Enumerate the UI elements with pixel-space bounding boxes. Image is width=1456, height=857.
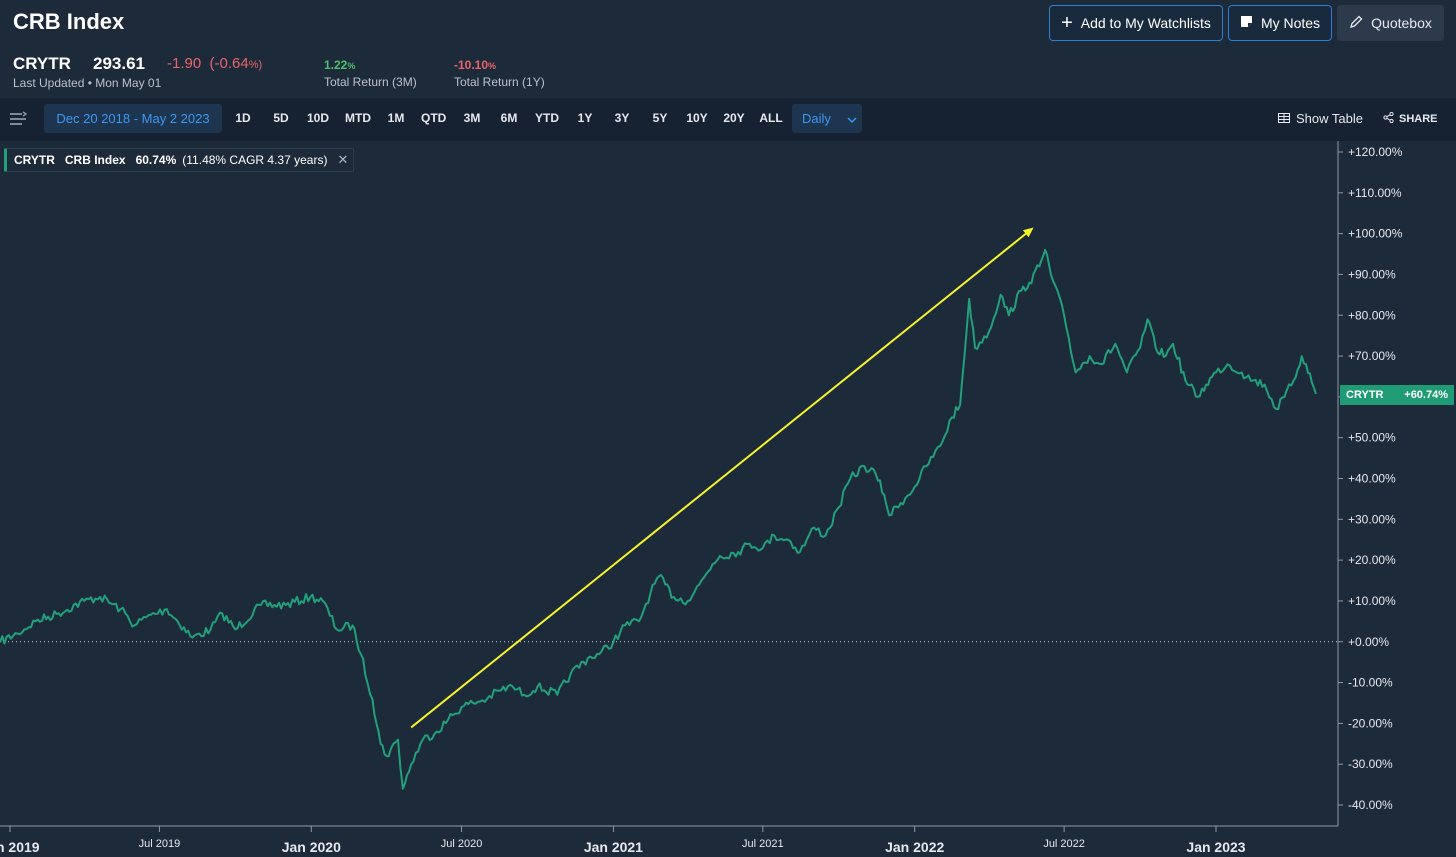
share-button[interactable]: SHARE bbox=[1383, 111, 1438, 126]
x-tick-label: Jan 2019 bbox=[0, 839, 40, 855]
quotebox-label: Quotebox bbox=[1371, 15, 1432, 31]
y-tick-label: +110.00% bbox=[1348, 186, 1402, 200]
y-tick-label: +0.00% bbox=[1348, 635, 1389, 649]
period-button-1y[interactable]: 1Y bbox=[577, 111, 593, 125]
x-tick-label: Jan 2022 bbox=[885, 839, 944, 855]
share-icon bbox=[1383, 111, 1394, 126]
x-tick-label: Jul 2021 bbox=[742, 838, 784, 850]
return-1y-value: -10.10% bbox=[454, 58, 496, 72]
notes-label: My Notes bbox=[1260, 15, 1321, 31]
period-button-10y[interactable]: 10Y bbox=[686, 111, 708, 125]
period-button-5d[interactable]: 5D bbox=[273, 111, 289, 125]
x-tick-label: Jan 2020 bbox=[282, 839, 341, 855]
y-tick-label: +50.00% bbox=[1348, 431, 1396, 445]
y-tick-label: -30.00% bbox=[1348, 757, 1393, 771]
y-tick-label: +10.00% bbox=[1348, 594, 1396, 608]
y-tick-label: -20.00% bbox=[1348, 716, 1393, 730]
y-tick-label: +20.00% bbox=[1348, 553, 1396, 567]
chevron-down-icon bbox=[847, 111, 857, 126]
legend-return: 60.74% bbox=[135, 153, 177, 167]
table-icon bbox=[1278, 111, 1290, 126]
symbol: CRYTR bbox=[13, 54, 71, 73]
period-button-1d[interactable]: 1D bbox=[235, 111, 251, 125]
return-3m-label: Total Return (3M) bbox=[324, 75, 417, 89]
return-3m-number: 1.22 bbox=[324, 58, 348, 72]
plus-icon: + bbox=[1061, 12, 1073, 34]
y-tick-label: +90.00% bbox=[1348, 267, 1396, 281]
tag-symbol: CRYTR bbox=[1346, 389, 1384, 401]
legend-name: CRB Index bbox=[64, 153, 126, 167]
y-tick-label: +120.00% bbox=[1348, 145, 1403, 159]
date-range-picker[interactable]: Dec 20 2018 - May 2 2023 bbox=[44, 104, 222, 133]
period-button-20y[interactable]: 20Y bbox=[723, 111, 745, 125]
interval-label: Daily bbox=[802, 111, 831, 126]
return-1y-label: Total Return (1Y) bbox=[454, 75, 545, 89]
x-tick-label: Jul 2020 bbox=[441, 838, 483, 850]
return-3m-pct: % bbox=[347, 61, 356, 71]
share-label: SHARE bbox=[1399, 113, 1438, 125]
show-table-label: Show Table bbox=[1296, 111, 1363, 126]
pencil-icon bbox=[1349, 15, 1363, 32]
series-legend: CRYTR CRB Index 60.74% (11.48% CAGR 4.37… bbox=[4, 148, 354, 172]
y-tick-label: +70.00% bbox=[1348, 349, 1396, 363]
y-tick-label: +40.00% bbox=[1348, 472, 1396, 486]
show-table-button[interactable]: Show Table bbox=[1278, 111, 1363, 126]
last-updated: Last Updated • Mon May 01 bbox=[13, 76, 162, 90]
note-icon bbox=[1240, 15, 1253, 31]
price: 293.61 bbox=[93, 54, 145, 73]
header: CRB Index + Add to My Watchlists My Note… bbox=[0, 0, 1456, 98]
x-tick-label: Jan 2023 bbox=[1186, 839, 1245, 855]
interval-dropdown[interactable]: Daily bbox=[792, 104, 862, 133]
trend-arrow-line bbox=[410, 232, 1027, 729]
return-3m-value: 1.22% bbox=[324, 58, 355, 72]
change-value: -1.90 bbox=[167, 55, 202, 72]
y-tick-label: +80.00% bbox=[1348, 308, 1396, 322]
legend-symbol: CRYTR bbox=[14, 153, 55, 167]
page-title: CRB Index bbox=[13, 9, 125, 34]
change-percent-suffix: %) bbox=[248, 59, 263, 71]
period-button-1m[interactable]: 1M bbox=[387, 111, 405, 125]
x-tick-label: Jul 2022 bbox=[1043, 838, 1085, 850]
period-button-ytd[interactable]: YTD bbox=[535, 111, 559, 125]
legend-cagr: (11.48% CAGR 4.37 years) bbox=[182, 153, 328, 167]
y-tick-label: +100.00% bbox=[1348, 227, 1403, 241]
period-button-6m[interactable]: 6M bbox=[500, 111, 518, 125]
x-tick-label: Jul 2019 bbox=[139, 838, 181, 850]
chart-toolbar: Dec 20 2018 - May 2 2023 1D 5D 10D MTD 1M QTD… bbox=[0, 98, 1456, 141]
period-button-5y[interactable]: 5Y bbox=[652, 111, 668, 125]
period-button-3m[interactable]: 3M bbox=[463, 111, 481, 125]
y-tick-label: -10.00% bbox=[1348, 676, 1393, 690]
watchlist-label: Add to My Watchlists bbox=[1080, 15, 1211, 31]
period-button-mtd[interactable]: MTD bbox=[345, 111, 371, 125]
return-1y-pct: % bbox=[488, 61, 497, 71]
add-to-watchlist-button[interactable]: + Add to My Watchlists bbox=[1049, 5, 1223, 41]
quotebox-button[interactable]: Quotebox bbox=[1337, 5, 1444, 41]
y-tick-label: +30.00% bbox=[1348, 512, 1396, 526]
tag-value: +60.74% bbox=[1404, 389, 1448, 401]
collapse-menu-icon[interactable] bbox=[8, 109, 28, 134]
series-line-crytr bbox=[0, 249, 1317, 790]
x-tick-label: Jan 2021 bbox=[584, 839, 643, 855]
period-button-10d[interactable]: 10D bbox=[306, 111, 329, 125]
period-button-3y[interactable]: 3Y bbox=[614, 111, 630, 125]
trend-arrow-head bbox=[1022, 227, 1034, 238]
return-1y-number: -10.10 bbox=[454, 58, 489, 72]
last-value-tag: CRYTR +60.74% bbox=[1340, 385, 1454, 405]
line-chart[interactable]: +120.00% +110.00% +100.00% +90.00% +80.00% +7… bbox=[0, 141, 1456, 857]
price-change: -1.90 (-0.64%) bbox=[167, 55, 262, 72]
period-button-all[interactable]: ALL bbox=[759, 111, 783, 125]
y-tick-label: -40.00% bbox=[1348, 798, 1393, 812]
close-icon[interactable]: ✕ bbox=[337, 152, 349, 167]
my-notes-button[interactable]: My Notes bbox=[1228, 5, 1332, 41]
change-percent: (-0.64 bbox=[209, 55, 249, 72]
period-button-qtd[interactable]: QTD bbox=[421, 111, 447, 125]
